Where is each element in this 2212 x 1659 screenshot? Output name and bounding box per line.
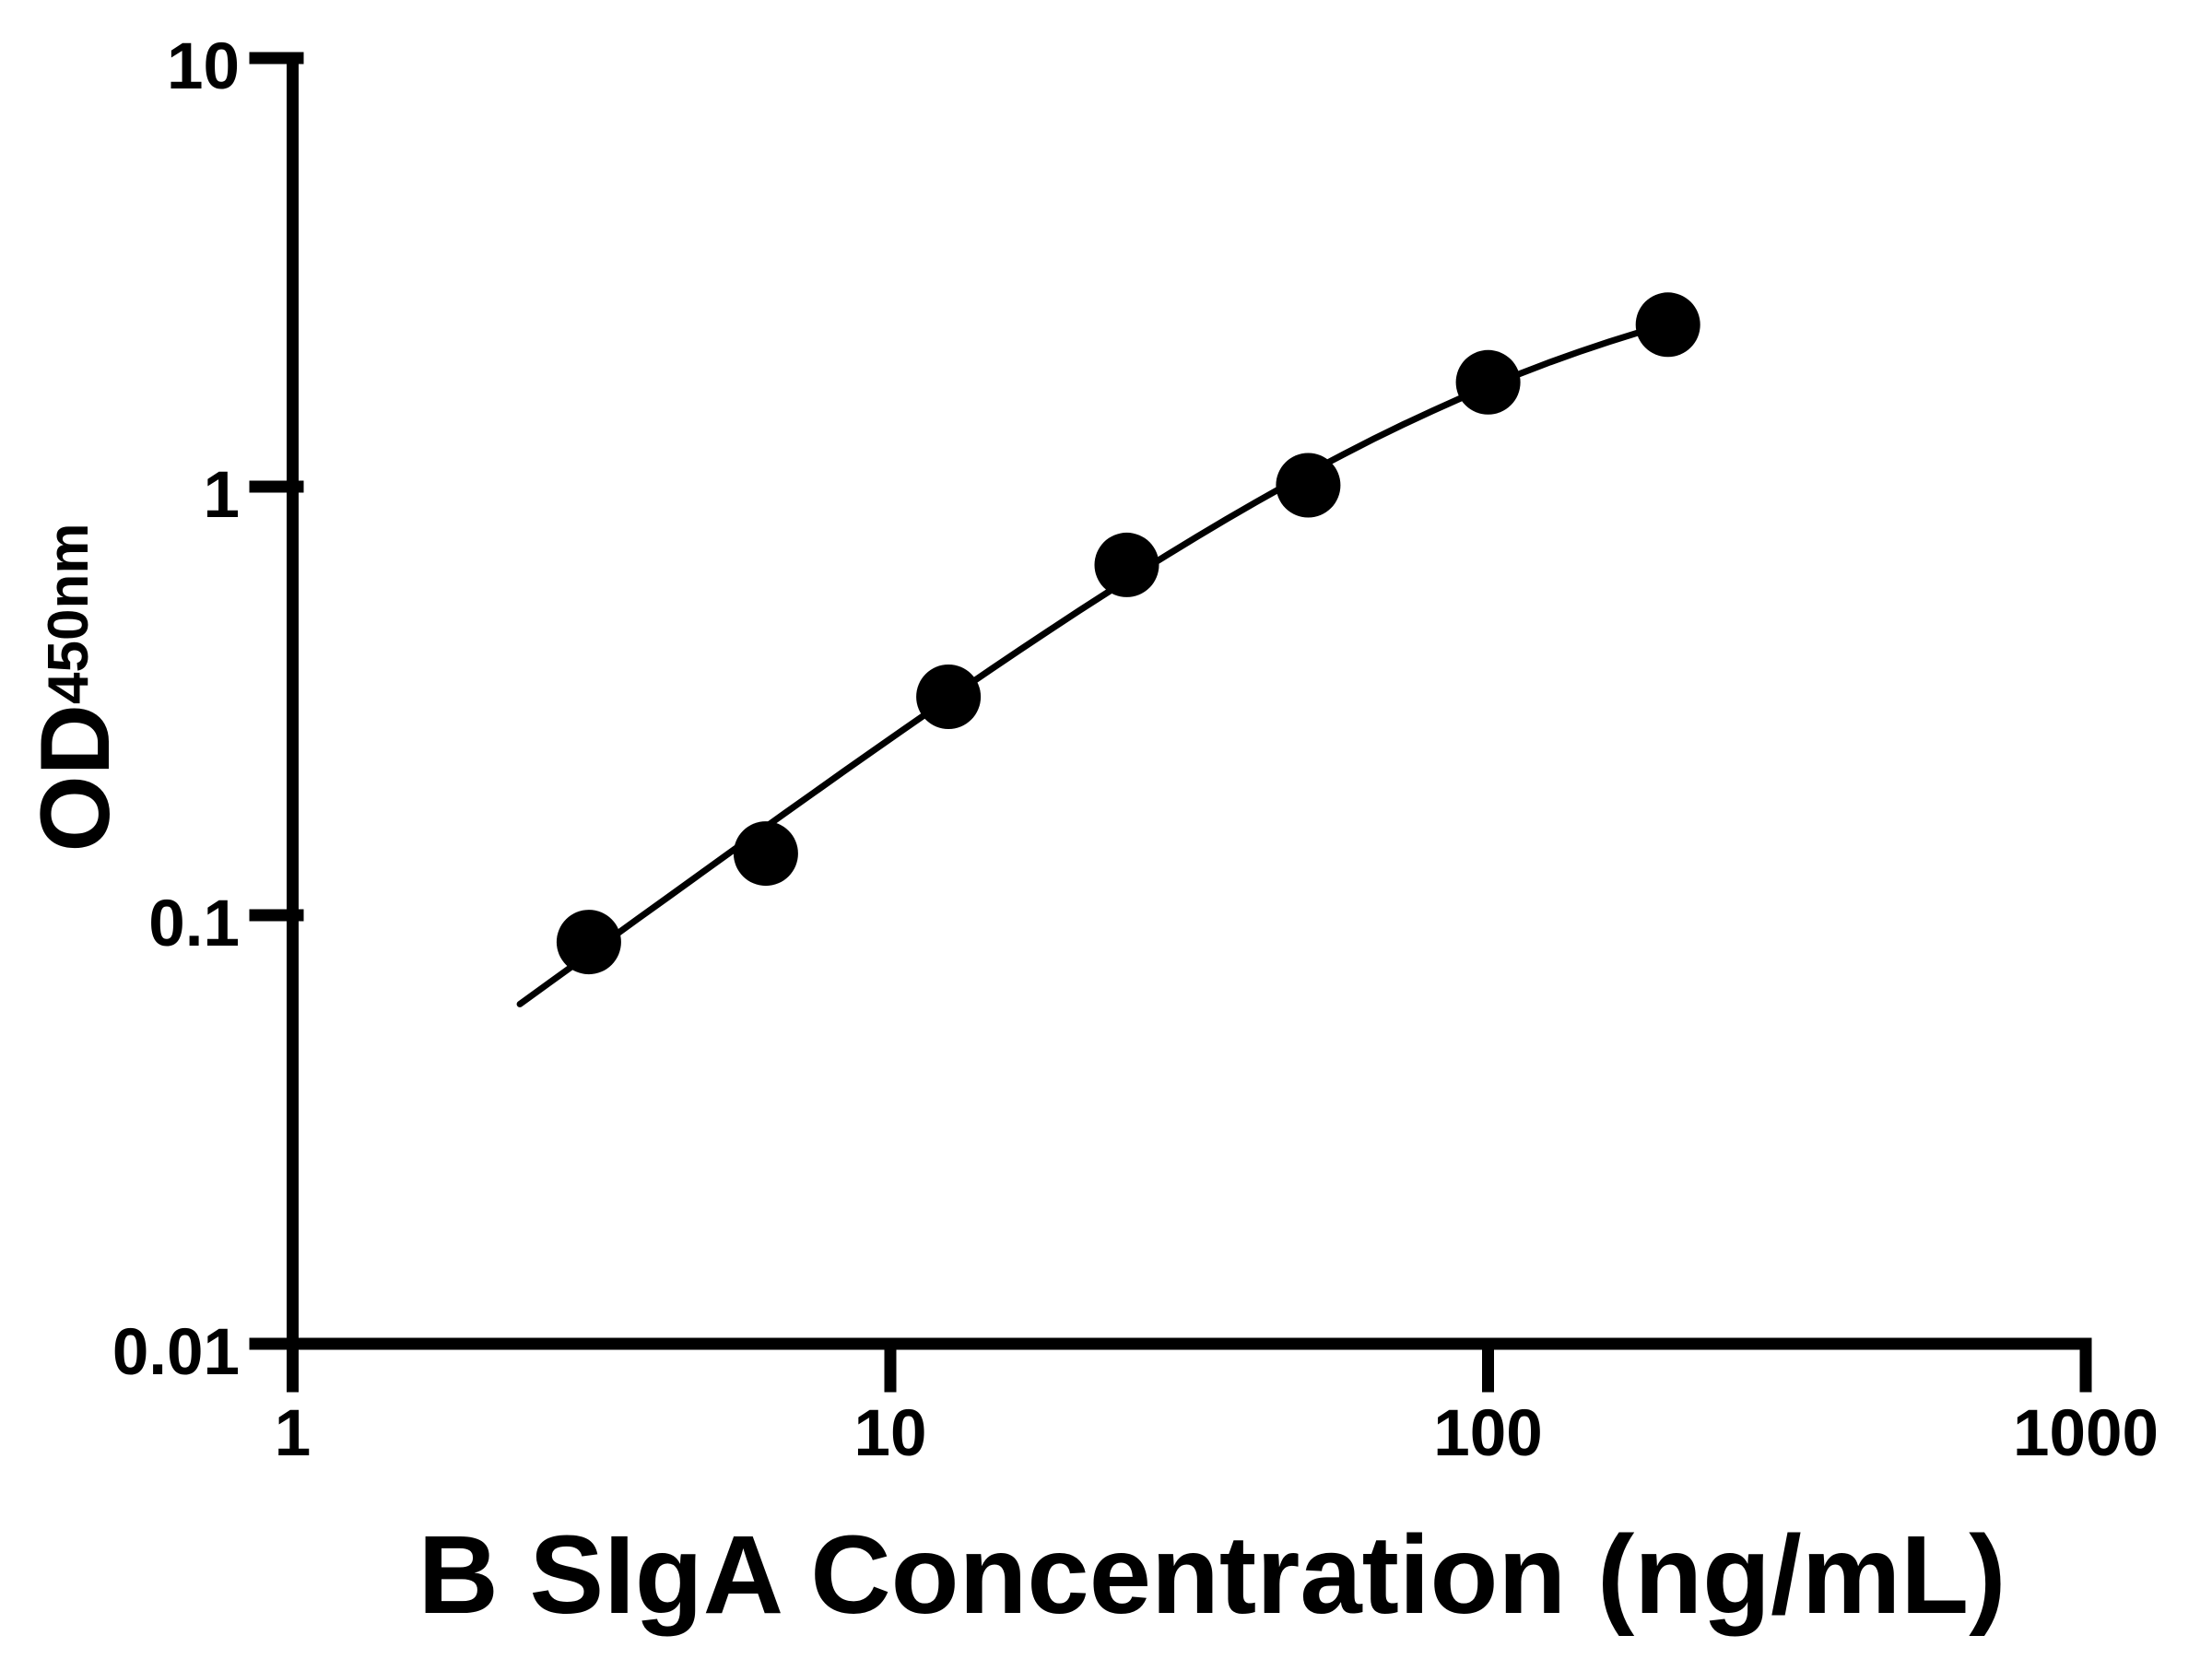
svg-text:B SIgA Concentration (ng/mL): B SIgA Concentration (ng/mL) — [418, 1512, 2006, 1637]
svg-text:1: 1 — [275, 1397, 312, 1470]
svg-text:0.01: 0.01 — [112, 1316, 240, 1389]
svg-text:0.1: 0.1 — [148, 888, 240, 960]
svg-text:100: 100 — [1433, 1397, 1542, 1470]
svg-text:10: 10 — [167, 30, 240, 103]
svg-text:1: 1 — [204, 459, 241, 532]
svg-text:10: 10 — [854, 1397, 927, 1470]
svg-text:1000: 1000 — [2013, 1397, 2159, 1470]
svg-text:OD450nm: OD450nm — [19, 524, 130, 853]
